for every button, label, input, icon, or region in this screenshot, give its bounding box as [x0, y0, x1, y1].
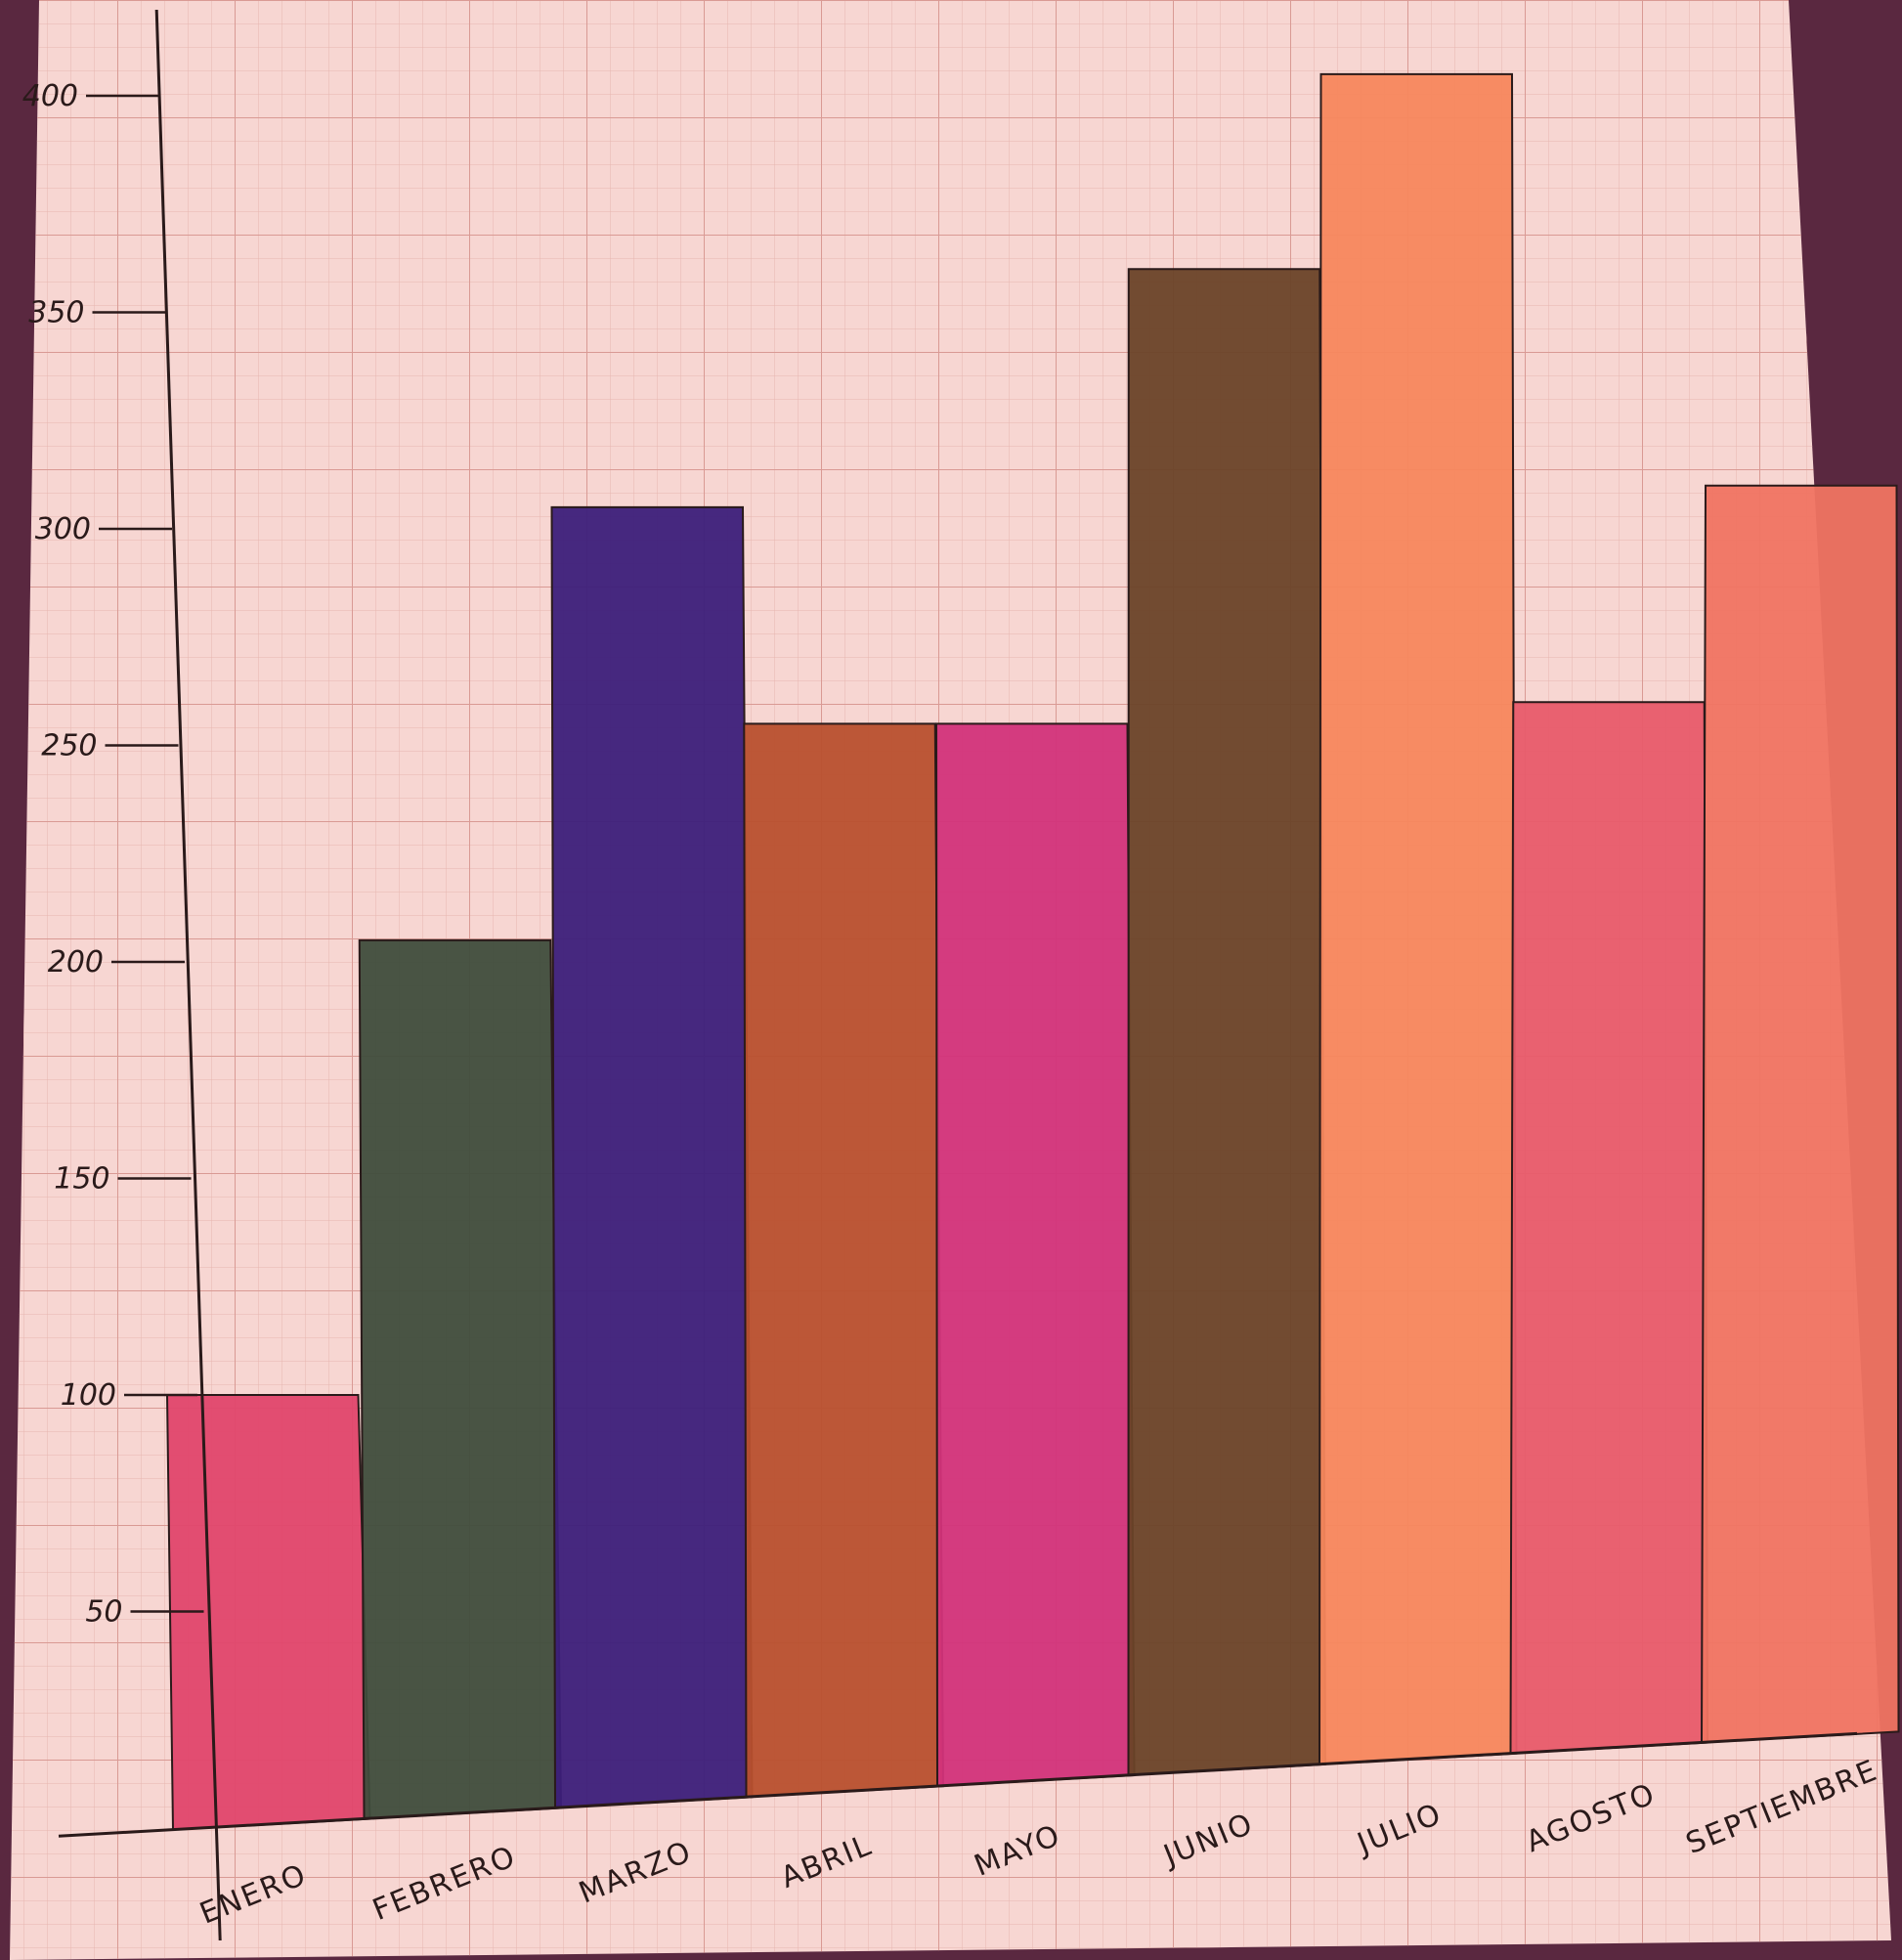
- y-tick-label-350: 350: [28, 296, 84, 330]
- y-tick-label-300: 300: [35, 512, 91, 546]
- bar-mayo: [934, 722, 1136, 1788]
- bar-junio: [1127, 268, 1327, 1777]
- axes-layer: [58, 9, 1858, 1941]
- bar-abril: [743, 722, 945, 1799]
- y-axis-line: [154, 9, 222, 1941]
- y-tick-label-250: 250: [41, 729, 97, 763]
- bar-agosto: [1509, 701, 1709, 1755]
- x-axis-line: [58, 1731, 1858, 1838]
- y-tick-label-200: 200: [48, 945, 104, 980]
- bar-septiembre: [1700, 484, 1900, 1744]
- bar-julio: [1318, 72, 1518, 1765]
- bars-layer: [165, 72, 1900, 1831]
- y-tick-label-50: 50: [85, 1595, 122, 1630]
- y-tick-label-100: 100: [61, 1378, 116, 1413]
- bar-marzo: [550, 505, 754, 1809]
- bar-febrero: [358, 938, 563, 1820]
- y-tick-label-150: 150: [54, 1162, 109, 1197]
- y-tick-label-400: 400: [22, 79, 78, 113]
